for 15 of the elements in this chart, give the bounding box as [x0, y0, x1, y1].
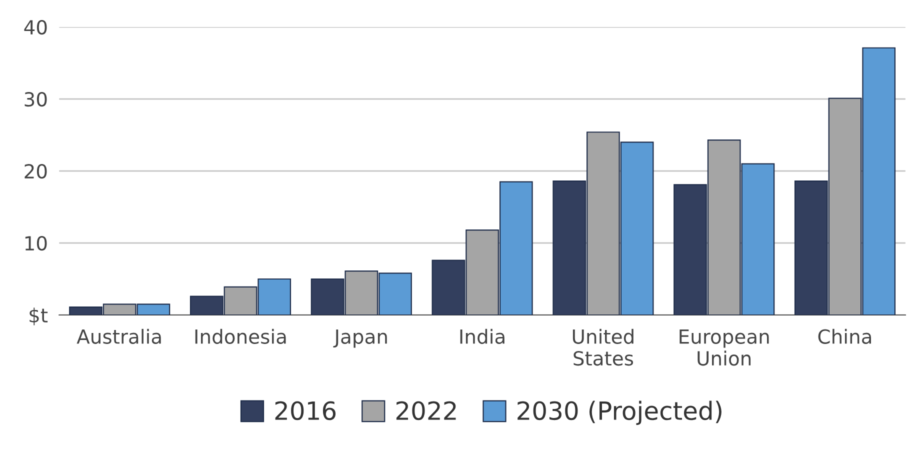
- x-tick-label: China: [818, 328, 872, 344]
- y-tick-label: 10: [25, 236, 47, 251]
- legend-label: 2030 (Projected): [518, 400, 722, 425]
- y-tick-label: $t: [30, 308, 48, 326]
- x-tick-label: European Union: [680, 329, 769, 366]
- x-tick-label: Indonesia: [195, 328, 286, 344]
- x-tick-label: Japan: [333, 329, 387, 348]
- y-tick-label: 20: [24, 164, 47, 179]
- legend-label: 2016: [275, 401, 336, 420]
- y-tick-label: 40: [24, 20, 47, 35]
- x-tick-label: United States: [572, 328, 634, 366]
- x-tick-label: India: [460, 328, 504, 344]
- y-tick-label: 30: [24, 92, 47, 107]
- legend-label: 2022: [396, 401, 456, 420]
- x-tick-label: Australia: [76, 328, 161, 344]
